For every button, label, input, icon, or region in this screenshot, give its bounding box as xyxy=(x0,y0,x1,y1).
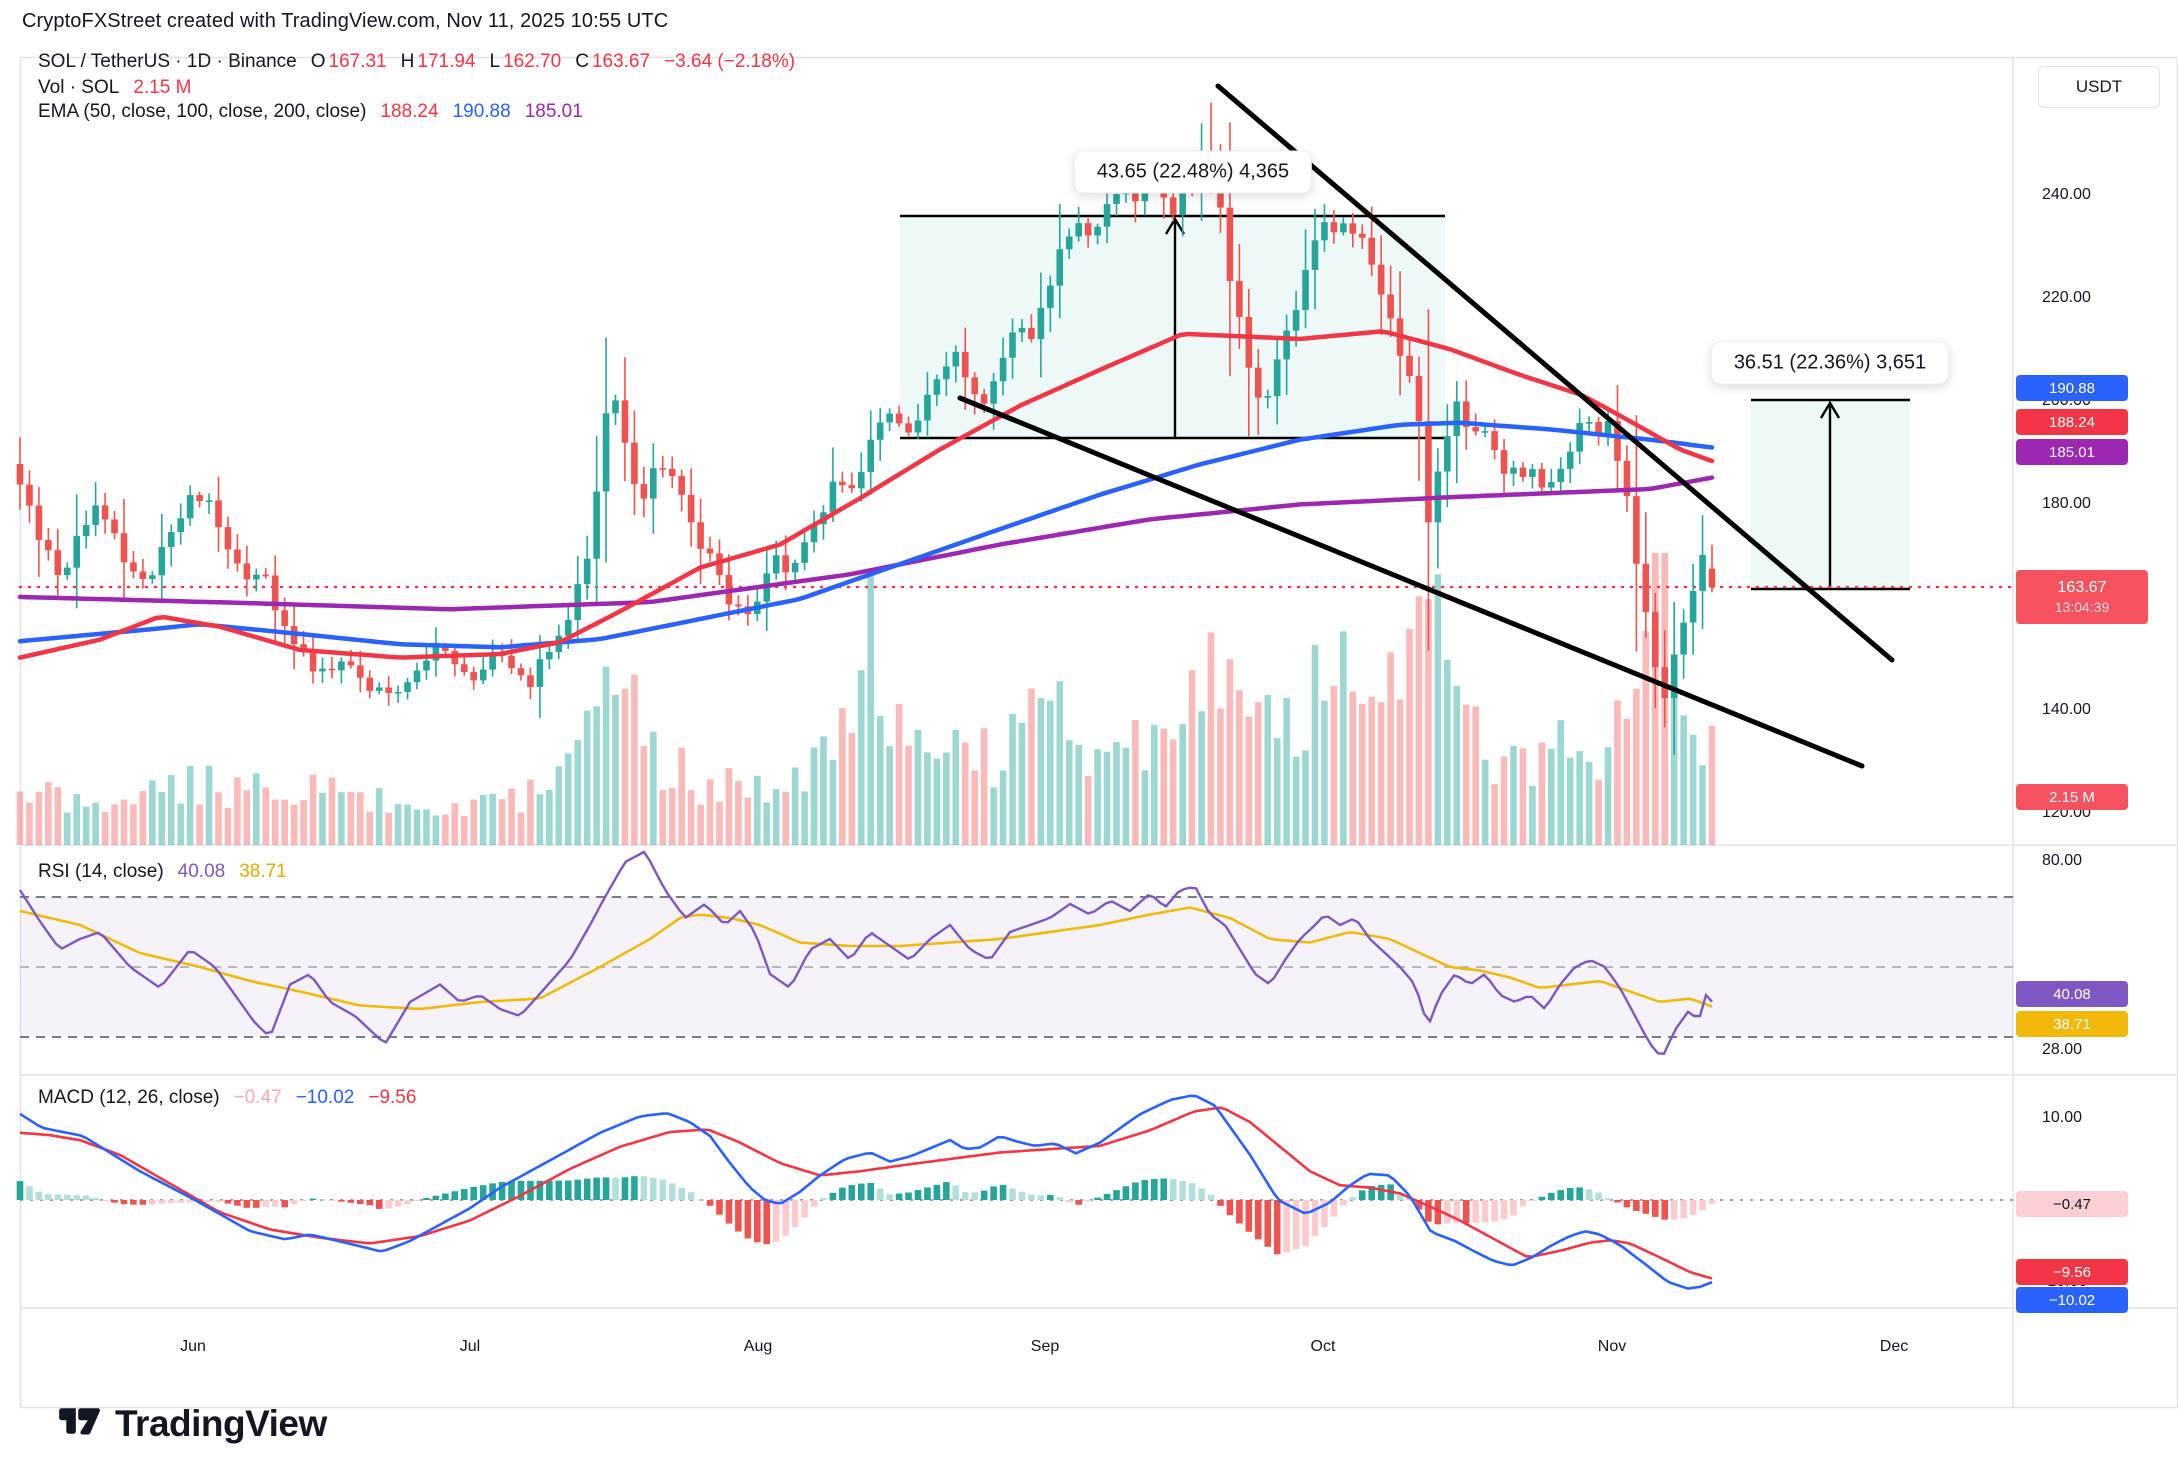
macd-lines xyxy=(19,1094,1713,1290)
rsi-line xyxy=(18,850,1713,1055)
ema-lines xyxy=(17,329,1715,660)
trendlines xyxy=(957,83,1895,769)
candles xyxy=(16,102,1716,755)
ema-100-line xyxy=(17,420,1715,650)
rsi-lines xyxy=(18,850,1713,1055)
macd-line xyxy=(19,1094,1713,1290)
price-range-boxes xyxy=(900,214,1910,591)
rsi-ma-line xyxy=(19,906,1713,1011)
rsi-pane-decor xyxy=(20,896,2013,1038)
macd-signal-line xyxy=(19,1106,1713,1280)
volume-bars xyxy=(16,553,1716,845)
ema-50-line xyxy=(17,329,1715,660)
macd-histogram xyxy=(16,1176,1716,1255)
ema-200-line xyxy=(17,475,1715,612)
